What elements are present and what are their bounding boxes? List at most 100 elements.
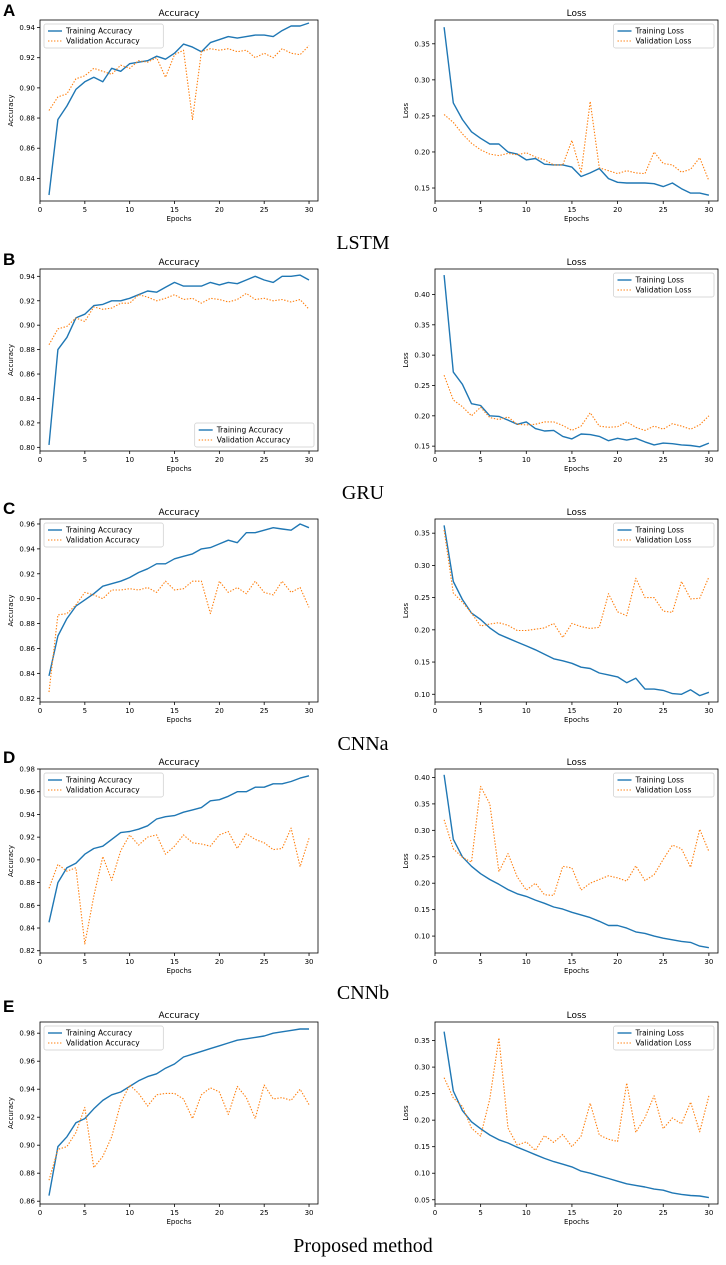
series-line-validation	[443, 100, 710, 182]
x-tick-label: 15	[567, 456, 576, 464]
y-tick-label: 0.92	[19, 834, 35, 842]
legend-label: Training Loss	[635, 1029, 685, 1038]
legend-box	[43, 522, 164, 548]
y-tick-label: 0.90	[19, 84, 35, 92]
plot-frame	[39, 19, 319, 202]
series-line-validation	[48, 827, 310, 945]
legend-box	[194, 422, 315, 448]
x-tick-label: 0	[433, 456, 437, 464]
x-tick-label: 20	[215, 206, 224, 214]
y-tick-label: 0.86	[19, 902, 35, 910]
plot-frame	[39, 768, 319, 954]
x-tick-label: 15	[567, 206, 576, 214]
x-axis-label: Epochs	[564, 716, 589, 724]
y-tick-label: 0.15	[414, 906, 430, 914]
x-tick-label: 25	[659, 958, 668, 966]
legend-label: Training Accuracy	[65, 1029, 133, 1038]
y-tick-label: 0.10	[414, 691, 430, 699]
x-tick-label: 10	[522, 456, 531, 464]
x-tick-label: 25	[260, 206, 269, 214]
x-tick-label: 0	[38, 456, 42, 464]
x-tick-label: 5	[83, 1209, 87, 1217]
legend-box	[613, 1025, 715, 1051]
y-tick-label: 0.30	[414, 76, 430, 84]
chart-title: Loss	[567, 508, 587, 518]
x-tick-label: 0	[38, 707, 42, 715]
series-line-training	[48, 775, 310, 923]
series-line-validation	[443, 785, 710, 896]
x-tick-label: 15	[170, 958, 179, 966]
series-line-training	[48, 523, 310, 677]
y-tick-label: 0.40	[414, 774, 430, 782]
x-tick-label: 30	[305, 1209, 314, 1217]
x-tick-label: 5	[83, 707, 87, 715]
x-tick-label: 30	[704, 707, 713, 715]
chart-title: Accuracy	[158, 1011, 200, 1021]
series-line-validation	[443, 375, 710, 431]
legend-label: Training Accuracy	[65, 526, 133, 535]
x-tick-label: 15	[170, 206, 179, 214]
legend-box	[43, 23, 164, 49]
y-tick-label: 0.94	[19, 545, 35, 553]
y-tick-label: 0.30	[414, 562, 430, 570]
chart-title: Accuracy	[158, 9, 200, 19]
x-tick-label: 5	[83, 456, 87, 464]
series-line-training	[443, 275, 710, 448]
chart-c-accuracy: Accuracy 0 5 10 15 20 25 30 0.82 0.84 0.86 0.88 0.90…	[7, 508, 319, 724]
y-axis-label: Accuracy	[7, 344, 15, 376]
y-tick-label: 0.15	[414, 443, 430, 451]
y-axis-label: Loss	[402, 853, 410, 869]
chart-a-loss: Loss 0 5 10 15 20 25 30 0.15 0.20 0.25 0.30 0.35 Epoc…	[402, 9, 719, 223]
panel-label-c: C	[3, 499, 15, 518]
x-tick-label: 10	[522, 206, 531, 214]
chart-b-accuracy: Accuracy 0 5 10 15 20 25 30 0.80 0.82 0.84 0.86 0.88…	[7, 258, 319, 473]
x-tick-label: 15	[567, 958, 576, 966]
x-tick-label: 30	[704, 958, 713, 966]
legend-box	[43, 1025, 164, 1051]
y-tick-label: 0.35	[414, 321, 430, 329]
legend-label: Validation Accuracy	[66, 786, 140, 795]
x-axis-label: Epochs	[166, 465, 191, 473]
x-tick-label: 25	[659, 707, 668, 715]
x-tick-label: 5	[478, 958, 482, 966]
y-tick-label: 0.86	[19, 645, 35, 653]
x-tick-label: 20	[613, 1209, 622, 1217]
x-tick-label: 10	[522, 1209, 531, 1217]
x-axis-label: Epochs	[564, 1218, 589, 1226]
legend-label: Validation Accuracy	[217, 436, 291, 445]
x-tick-label: 10	[522, 958, 531, 966]
y-tick-label: 0.25	[414, 853, 430, 861]
x-tick-label: 20	[613, 958, 622, 966]
legend-label: Training Loss	[635, 526, 685, 535]
y-axis-label: Accuracy	[7, 1097, 15, 1129]
series-line-training	[443, 774, 710, 949]
chart-title: Loss	[567, 1011, 587, 1021]
y-tick-label: 0.35	[414, 1037, 430, 1045]
x-tick-label: 15	[170, 456, 179, 464]
chart-a-accuracy: Accuracy 0 5 10 15 20 25 30 0.84 0.86 0.88 0.90 0.92…	[7, 9, 319, 223]
chart-e-accuracy: Accuracy 0 5 10 15 20 25 30 0.86 0.88 0.90 0.92 0.94…	[7, 1011, 319, 1226]
legend-label: Training Loss	[635, 776, 685, 785]
chart-d-accuracy: Accuracy 0 5 10 15 20 25 30 0.82 0.84 0.86 0.88 0.90…	[7, 758, 319, 975]
y-tick-label: 0.86	[19, 371, 35, 379]
y-tick-label: 0.88	[19, 115, 35, 123]
y-tick-label: 0.20	[414, 880, 430, 888]
y-tick-label: 0.35	[414, 800, 430, 808]
plot-frame	[39, 518, 319, 703]
plot-frame	[434, 1021, 719, 1205]
x-tick-label: 20	[215, 456, 224, 464]
panel-label-a: A	[3, 1, 15, 20]
panel-label-d: D	[3, 748, 15, 767]
y-tick-label: 0.10	[414, 1170, 430, 1178]
series-line-validation	[443, 1037, 710, 1151]
y-axis-label: Loss	[402, 602, 410, 618]
y-tick-label: 0.20	[414, 1117, 430, 1125]
x-tick-label: 5	[478, 206, 482, 214]
x-tick-label: 0	[433, 1209, 437, 1217]
y-tick-label: 0.30	[414, 827, 430, 835]
legend-box	[613, 272, 715, 298]
